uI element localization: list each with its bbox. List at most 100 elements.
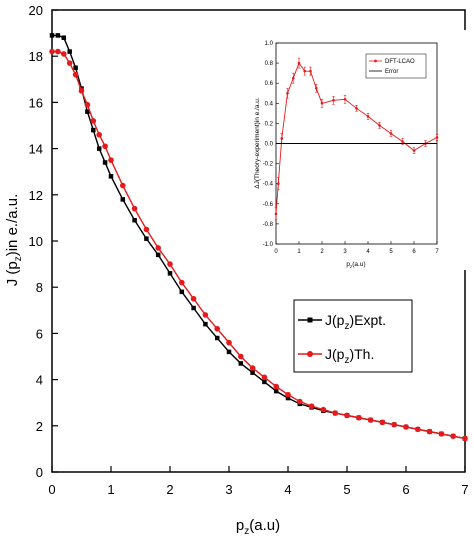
inset-data-point (320, 102, 324, 105)
legend-marker-th (307, 351, 313, 357)
inset-legend-marker-dft (374, 59, 377, 63)
main-data-point (238, 353, 244, 360)
legend-label-th: J(pz)Th. (325, 346, 374, 366)
inset-legend: DFT-LCAO Error (365, 53, 427, 79)
inset-data-point (435, 136, 439, 139)
main-data-point (179, 289, 185, 295)
main-data-point (155, 252, 161, 258)
main-series-1 (49, 48, 468, 442)
main-data-point (320, 406, 327, 413)
main-data-point (391, 421, 398, 428)
main-data-point (120, 182, 126, 189)
main-data-point (102, 160, 108, 165)
main-data-point (332, 410, 339, 416)
inset-x-tick-label: 5 (389, 249, 393, 255)
main-data-point (202, 312, 209, 318)
main-data-point (344, 412, 350, 419)
main-data-point (131, 205, 138, 212)
main-data-point (285, 395, 291, 401)
main-data-point (285, 391, 291, 398)
main-data-point (438, 431, 445, 437)
main-data-point (226, 349, 232, 355)
inset-series-line-dft-lcao (275, 62, 438, 214)
main-y-tick-label: 20 (29, 3, 43, 18)
main-data-point (191, 305, 196, 311)
main-y-tick-label: 0 (36, 465, 43, 480)
main-data-point (108, 157, 114, 163)
inset-data-point (274, 212, 278, 216)
main-data-point (72, 71, 79, 78)
main-data-point (367, 417, 374, 423)
inset-series-0 (274, 57, 439, 221)
main-data-point (190, 295, 197, 302)
main-x-tick-label: 2 (166, 482, 173, 497)
main-data-point (61, 51, 67, 57)
inset-plot: 0 1 2 3 4 5 6 7 -1.0 -0.8 -0.6 -0.4 -0.2 0.0 0.2 0.4 0.… (254, 30, 466, 270)
inset-x-tick-label: 1 (297, 249, 301, 255)
main-data-point (96, 131, 102, 138)
main-data-point (203, 321, 208, 327)
inset-y-tick-label: 0.4 (265, 101, 274, 107)
main-y-tick-label: 16 (29, 95, 43, 110)
main-data-point (250, 370, 255, 375)
inset-y-tick-label: 0.0 (265, 142, 274, 148)
main-data-point (91, 127, 96, 133)
main-data-point (49, 48, 55, 55)
inset-data-point (389, 132, 393, 135)
inset-y-tick-label: -0.4 (263, 182, 274, 188)
inset-x-tick-label: 6 (412, 249, 416, 255)
inset-x-ticks: 0 1 2 3 4 5 6 7 (274, 241, 439, 255)
main-x-tick-label: 1 (107, 482, 114, 497)
main-data-point (403, 424, 409, 430)
main-y-tick-label: 4 (36, 373, 43, 388)
main-data-point (144, 236, 149, 241)
inset-x-axis-title: pz(a.u) (346, 261, 365, 269)
main-y-tick-label: 2 (36, 419, 43, 434)
main-data-point (66, 60, 73, 66)
inset-data-point (378, 124, 381, 127)
main-x-tick-label: 0 (48, 482, 55, 497)
main-x-tick-label: 4 (284, 482, 291, 497)
main-data-point (356, 414, 362, 421)
main-x-tick-label: 7 (461, 482, 468, 497)
inset-background (254, 30, 466, 270)
main-data-point (238, 361, 244, 366)
main-data-point (85, 109, 90, 114)
inset-series (274, 57, 439, 221)
main-x-axis-title: pz(a.u) (236, 517, 280, 537)
inset-y-tick-label: -0.6 (263, 202, 274, 208)
inset-data-point (303, 69, 307, 73)
inset-y-tick-label: 0.8 (265, 61, 274, 67)
main-y-tick-label: 10 (29, 234, 43, 249)
main-y-ticks: 0 2 4 6 8 10 12 14 16 18 20 (29, 3, 58, 480)
inset-y-tick-label: -0.2 (263, 162, 274, 168)
main-x-tick-label: 6 (402, 482, 409, 497)
main-data-point (273, 388, 279, 394)
inset-x-tick-label: 7 (435, 249, 439, 255)
legend-marker-expt (307, 317, 313, 323)
main-data-point (167, 261, 173, 267)
inset-y-tick-label: 1.0 (265, 41, 274, 47)
inset-data-point (291, 76, 295, 80)
main-x-tick-label: 3 (225, 482, 232, 497)
main-data-point (308, 403, 315, 409)
main-data-point (450, 433, 457, 439)
main-x-ticks: 0 1 2 3 4 5 6 7 (48, 466, 469, 497)
main-data-point (84, 101, 91, 108)
main-legend: J(pz)Expt. J(pz)Th. (293, 299, 413, 373)
main-data-point (214, 325, 220, 332)
main-data-point (132, 217, 137, 223)
main-data-point (426, 428, 433, 435)
main-y-tick-label: 12 (29, 188, 43, 203)
main-data-point (379, 419, 386, 426)
inset-data-point (401, 140, 404, 143)
main-data-point (55, 33, 61, 38)
main-data-point (61, 35, 67, 40)
main-y-tick-label: 14 (29, 142, 43, 157)
inset-y-tick-label: 0.2 (265, 121, 274, 127)
main-data-point (90, 118, 97, 124)
inset-legend-label-dft: DFT-LCAO (385, 59, 415, 65)
inset-y-tick-label: -1.0 (263, 242, 274, 248)
main-data-point (261, 374, 268, 381)
main-data-point (249, 365, 256, 371)
